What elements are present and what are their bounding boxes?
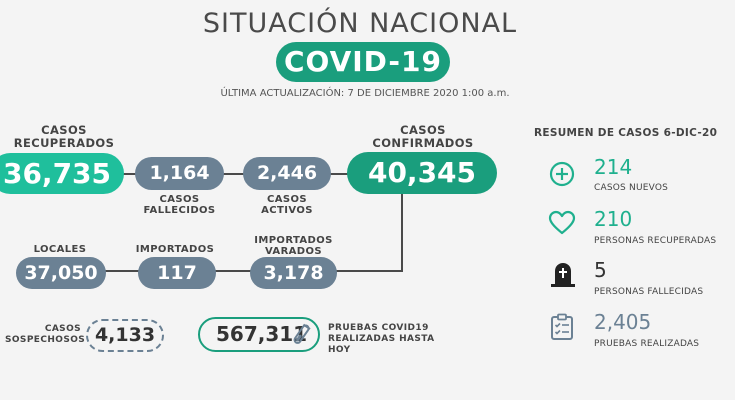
connector-top: [110, 173, 360, 175]
summary-pruebas-value: 2,405: [594, 310, 652, 334]
plus-circle-icon: [548, 160, 576, 188]
importados-value: 117: [138, 257, 216, 289]
fallecidos-label: CASOS FALLECIDOS: [143, 194, 216, 216]
sospechosos-value: 4,133: [86, 319, 164, 352]
page-title: SITUACIÓN NACIONAL: [202, 8, 518, 39]
confirmados-value: 40,345: [347, 152, 497, 194]
last-updated: ÚLTIMA ACTUALIZACIÓN: 7 DE DICIEMBRE 202…: [220, 88, 510, 99]
pruebas-number: 567,311: [216, 322, 308, 346]
varados-value: 3,178: [250, 257, 337, 289]
summary-recuperadas-value: 210: [594, 207, 633, 231]
summary-title: RESUMEN DE CASOS 6-DIC-20: [534, 127, 718, 139]
summary-fallecidas-value: 5: [594, 258, 607, 282]
test-tube-icon: [290, 323, 312, 347]
summary-casos-nuevos-label: CASOS NUEVOS: [594, 183, 669, 193]
connector-bottom: [80, 270, 403, 272]
activos-value: 2,446: [243, 157, 331, 190]
varados-label: IMPORTADOS VARADOS: [254, 235, 333, 257]
importados-label: IMPORTADOS: [135, 244, 215, 255]
recuperados-value: 36,735: [0, 153, 124, 194]
summary-pruebas-label: PRUEBAS REALIZADAS: [594, 339, 700, 349]
tombstone-icon: [550, 261, 576, 289]
activos-label: CASOS ACTIVOS: [261, 194, 313, 216]
covid-badge: COVID-19: [276, 42, 450, 82]
recuperados-label: CASOS RECUPERADOS: [13, 123, 115, 150]
fallecidos-value: 1,164: [135, 157, 224, 190]
summary-casos-nuevos-value: 214: [594, 155, 633, 179]
summary-recuperadas-label: PERSONAS RECUPERADAS: [594, 236, 717, 246]
pruebas-value: 567,311: [198, 317, 320, 352]
pruebas-label: PRUEBAS COVID19 REALIZADAS HASTA HOY: [328, 323, 435, 355]
sospechosos-label: CASOS SOSPECHOSOS: [5, 324, 86, 345]
connector-vertical: [401, 192, 403, 271]
heart-icon: [548, 210, 576, 236]
locales-value: 37,050: [16, 257, 106, 289]
confirmados-label: CASOS CONFIRMADOS: [372, 123, 474, 150]
summary-fallecidas-label: PERSONAS FALLECIDAS: [594, 287, 704, 297]
locales-label: LOCALES: [33, 244, 87, 255]
clipboard-icon: [550, 313, 574, 341]
